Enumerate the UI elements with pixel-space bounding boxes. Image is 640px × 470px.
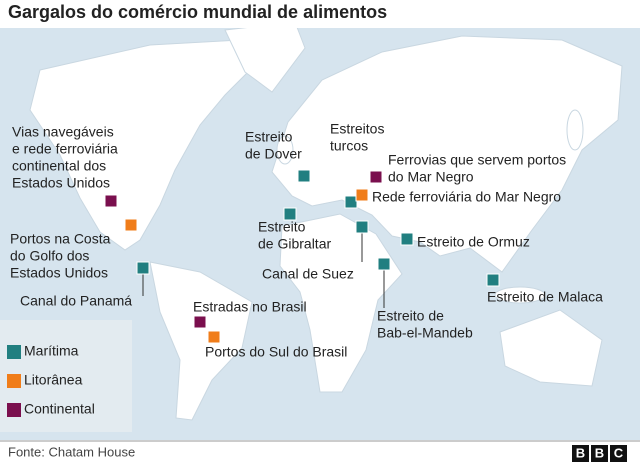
point-label: de Dover <box>245 146 302 162</box>
point-label: Estreito de <box>377 308 444 324</box>
point-label: Estreito de Ormuz <box>417 234 530 250</box>
marker <box>369 170 383 184</box>
logo-box <box>572 445 589 462</box>
point-label: Rede ferroviária do Mar Negro <box>372 189 561 205</box>
marker <box>104 194 118 208</box>
marker <box>207 330 221 344</box>
point-label: e rede ferroviária <box>12 141 118 157</box>
logo-letter: C <box>614 445 624 460</box>
continents <box>29 21 623 421</box>
point-label: Estreito <box>258 219 306 235</box>
point-label: Ferrovias que servem portos <box>388 152 566 168</box>
point-label: Canal do Panamá <box>20 293 132 309</box>
legend-box <box>0 320 132 432</box>
point-label: Estreito <box>245 129 293 145</box>
logo-box <box>610 445 627 462</box>
marker <box>344 195 358 209</box>
point-label: Bab-el-Mandeb <box>377 325 473 341</box>
logo-letter: B <box>595 445 604 460</box>
marker <box>297 169 311 183</box>
point-label: Vias navegáveis <box>12 124 114 140</box>
point-label: turcos <box>330 138 368 154</box>
legend-label: Continental <box>24 401 95 417</box>
point-label: continental dos <box>12 158 106 174</box>
point-label: Estreito de Malaca <box>487 289 603 305</box>
point-label: Canal de Suez <box>262 266 354 282</box>
point-label: Estreitos <box>330 121 384 137</box>
legend-swatch <box>7 345 21 359</box>
title: Gargalos do comércio mundial de alimento… <box>8 2 387 22</box>
marker <box>124 218 138 232</box>
point-label: Estradas no Brasil <box>193 299 307 315</box>
point-label: Portos do Sul do Brasil <box>205 344 347 360</box>
marker <box>193 315 207 329</box>
point-label: Portos na Costa <box>10 231 111 247</box>
source: Fonte: Chatam House <box>8 444 135 459</box>
legend-label: Marítima <box>24 343 79 359</box>
legend-swatch <box>7 403 21 417</box>
marker <box>486 273 500 287</box>
point-label: do Mar Negro <box>388 169 474 185</box>
footer <box>0 440 640 465</box>
legend-swatch <box>7 374 21 388</box>
marker <box>283 207 297 221</box>
marker <box>400 232 414 246</box>
point-label: Estados Unidos <box>12 175 110 191</box>
point-label: de Gibraltar <box>258 236 331 252</box>
marker <box>377 257 391 271</box>
marker <box>355 220 369 234</box>
title-bar <box>0 0 640 28</box>
marker <box>355 188 369 202</box>
marker <box>136 261 150 275</box>
point-label: Estados Unidos <box>10 265 108 281</box>
point-label: do Golfo dos <box>10 248 89 264</box>
logo-letter: B <box>576 445 585 460</box>
logo-box <box>591 445 608 462</box>
legend-label: Litorânea <box>24 372 83 388</box>
